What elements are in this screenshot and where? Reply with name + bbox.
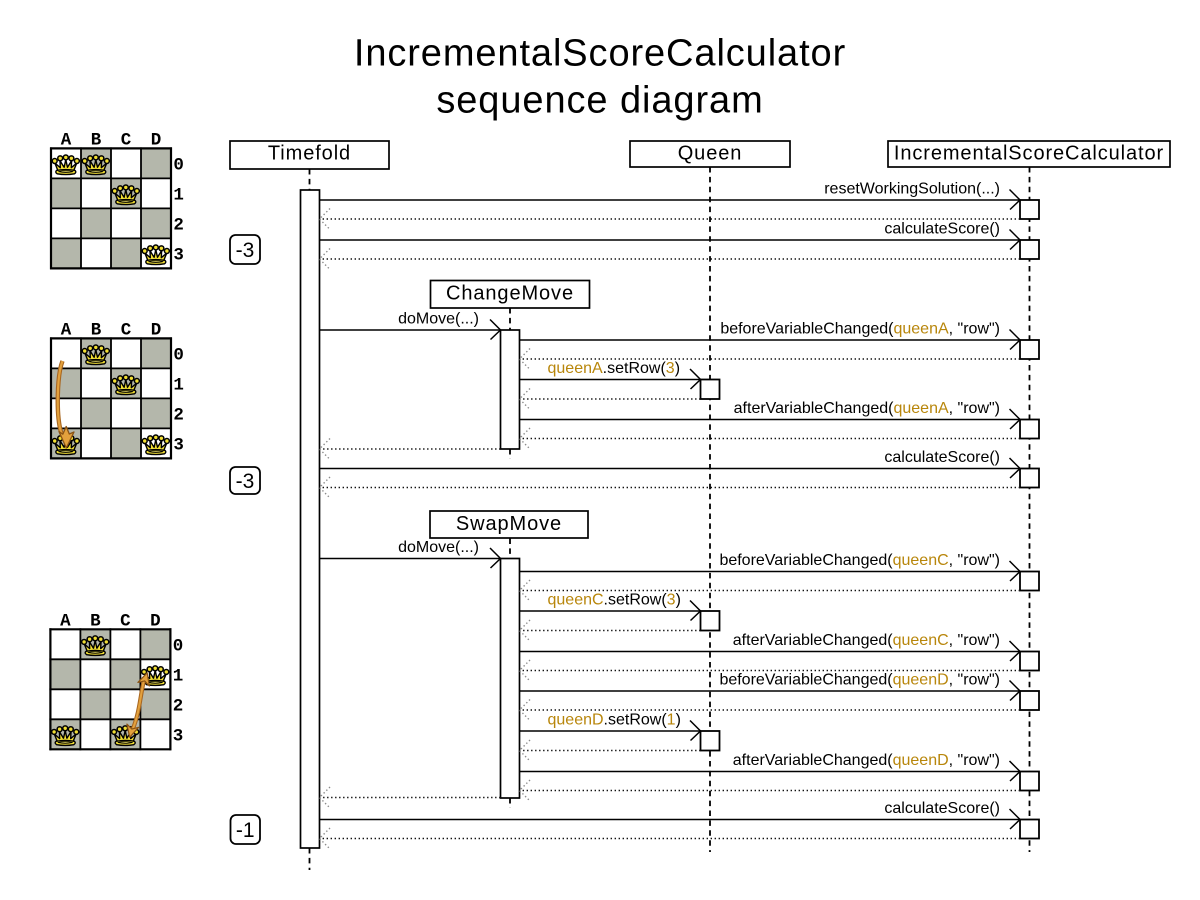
svg-text:doMove(...): doMove(...) (398, 539, 479, 556)
svg-text:3: 3 (173, 727, 184, 747)
svg-text:-1: -1 (236, 819, 255, 842)
svg-text:IncrementalScoreCalculator: IncrementalScoreCalculator (354, 33, 846, 75)
svg-text:afterVariableChanged(queenA, ": afterVariableChanged(queenA, "row") (734, 400, 1000, 417)
svg-text:C: C (121, 320, 132, 340)
svg-text:0: 0 (173, 156, 184, 176)
svg-text:queenD.setRow(1): queenD.setRow(1) (548, 712, 681, 729)
svg-text:-3: -3 (236, 239, 255, 262)
svg-text:B: B (91, 130, 102, 150)
svg-text:IncrementalScoreCalculator: IncrementalScoreCalculator (894, 143, 1164, 165)
svg-text:calculateScore(): calculateScore() (884, 800, 1000, 817)
svg-text:1: 1 (173, 376, 184, 396)
svg-text:2: 2 (173, 697, 184, 717)
svg-text:beforeVariableChanged(queenD,: beforeVariableChanged(queenD, "row") (719, 672, 1000, 689)
svg-text:ChangeMove: ChangeMove (446, 283, 574, 305)
svg-text:queenA.setRow(3): queenA.setRow(3) (548, 360, 681, 377)
svg-text:A: A (60, 611, 71, 631)
svg-text:2: 2 (173, 216, 184, 236)
svg-text:SwapMove: SwapMove (456, 513, 562, 535)
svg-text:D: D (150, 611, 161, 631)
svg-text:1: 1 (173, 667, 184, 687)
svg-text:resetWorkingSolution(...): resetWorkingSolution(...) (824, 181, 1000, 198)
svg-text:doMove(...): doMove(...) (398, 311, 479, 328)
svg-text:A: A (61, 320, 72, 340)
svg-text:3: 3 (173, 246, 184, 266)
svg-text:B: B (91, 320, 102, 340)
svg-text:Queen: Queen (678, 143, 743, 165)
svg-text:D: D (151, 320, 162, 340)
svg-text:1: 1 (173, 186, 184, 206)
svg-text:0: 0 (173, 346, 184, 366)
svg-text:2: 2 (173, 406, 184, 426)
svg-text:sequence diagram: sequence diagram (436, 80, 763, 122)
svg-text:beforeVariableChanged(queenC,: beforeVariableChanged(queenC, "row") (719, 552, 1000, 569)
svg-text:queenC.setRow(3): queenC.setRow(3) (548, 592, 681, 609)
svg-text:0: 0 (173, 637, 184, 657)
svg-text:B: B (90, 611, 101, 631)
svg-text:beforeVariableChanged(queenA,: beforeVariableChanged(queenA, "row") (720, 321, 1000, 338)
svg-text:afterVariableChanged(queenD, ": afterVariableChanged(queenD, "row") (733, 752, 1000, 769)
svg-text:A: A (61, 130, 72, 150)
svg-text:calculateScore(): calculateScore() (884, 449, 1000, 466)
svg-text:D: D (151, 130, 162, 150)
svg-text:C: C (120, 611, 131, 631)
svg-text:afterVariableChanged(queenC, ": afterVariableChanged(queenC, "row") (733, 632, 1000, 649)
svg-text:-3: -3 (236, 470, 255, 493)
svg-text:3: 3 (173, 436, 184, 456)
svg-text:Timefold: Timefold (268, 143, 351, 165)
svg-text:C: C (121, 130, 132, 150)
svg-text:calculateScore(): calculateScore() (884, 221, 1000, 238)
